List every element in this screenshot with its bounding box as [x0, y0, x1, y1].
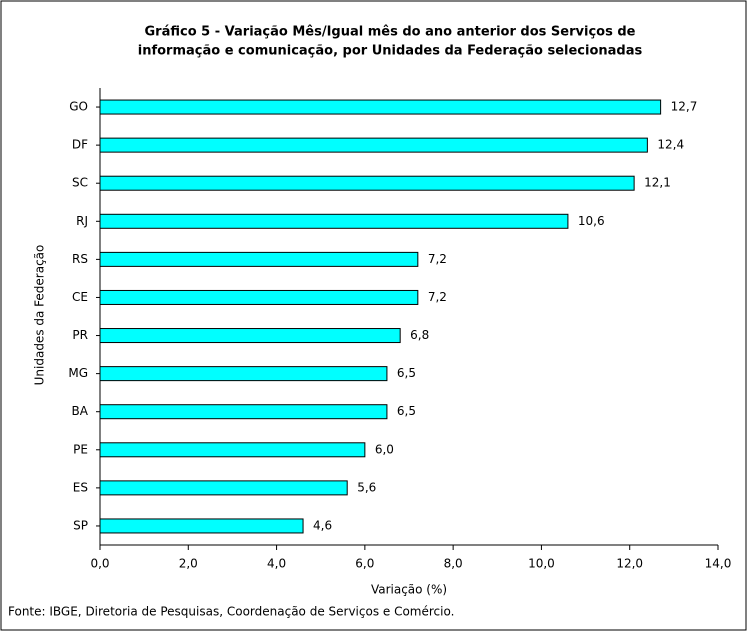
- bar: [99, 251, 419, 267]
- bar: [99, 213, 569, 229]
- y-tick-label: SC: [72, 176, 88, 190]
- bar: [99, 175, 635, 191]
- source-note: Fonte: IBGE, Diretoria de Pesquisas, Coo…: [8, 605, 454, 619]
- bar: [99, 137, 648, 153]
- x-tick-label: 12,0: [616, 557, 643, 571]
- bar: [99, 289, 419, 305]
- x-tick-label: 2,0: [179, 557, 198, 571]
- y-tick-label: DF: [72, 138, 88, 152]
- y-tick-label: ES: [73, 480, 88, 494]
- data-label: 5,6: [357, 480, 376, 494]
- y-tick-label: RS: [72, 252, 88, 266]
- y-tick-label: BA: [72, 404, 89, 418]
- y-tick-label: MG: [68, 366, 88, 380]
- data-label: 10,6: [578, 214, 605, 228]
- data-label: 6,8: [410, 328, 429, 342]
- y-tick-label: PR: [72, 328, 88, 342]
- x-tick-label: 4,0: [267, 557, 286, 571]
- bar: [99, 518, 304, 534]
- x-tick-label: 6,0: [355, 557, 374, 571]
- y-tick-label: CE: [72, 290, 88, 304]
- bar: [99, 404, 388, 420]
- data-label: 12,4: [657, 138, 684, 152]
- data-label: 7,2: [428, 290, 447, 304]
- bar: [99, 99, 662, 115]
- chart-title: informação e comunicação, por Unidades d…: [138, 44, 643, 59]
- y-tick-label: PE: [73, 442, 88, 456]
- data-label: 12,7: [671, 100, 698, 114]
- x-tick-label: 14,0: [705, 557, 732, 571]
- data-label: 12,1: [644, 176, 671, 190]
- y-tick-label: GO: [69, 100, 88, 114]
- y-tick-label: SP: [73, 518, 88, 532]
- data-label: 7,2: [428, 252, 447, 266]
- y-axis-label: Unidades da Federação: [33, 245, 47, 386]
- data-label: 6,0: [375, 442, 394, 456]
- bar: [99, 328, 401, 344]
- x-tick-label: 8,0: [444, 557, 463, 571]
- x-tick-label: 10,0: [528, 557, 555, 571]
- data-label: 6,5: [397, 404, 416, 418]
- x-tick-label: 0,0: [90, 557, 109, 571]
- bar: [99, 366, 388, 382]
- chart-title: Gráfico 5 - Variação Mês/Igual mês do an…: [145, 25, 636, 40]
- bar: [99, 480, 348, 496]
- y-tick-label: RJ: [76, 214, 88, 228]
- data-label: 4,6: [313, 518, 332, 532]
- data-label: 6,5: [397, 366, 416, 380]
- x-axis-label: Variação (%): [371, 583, 447, 597]
- bar: [99, 442, 366, 458]
